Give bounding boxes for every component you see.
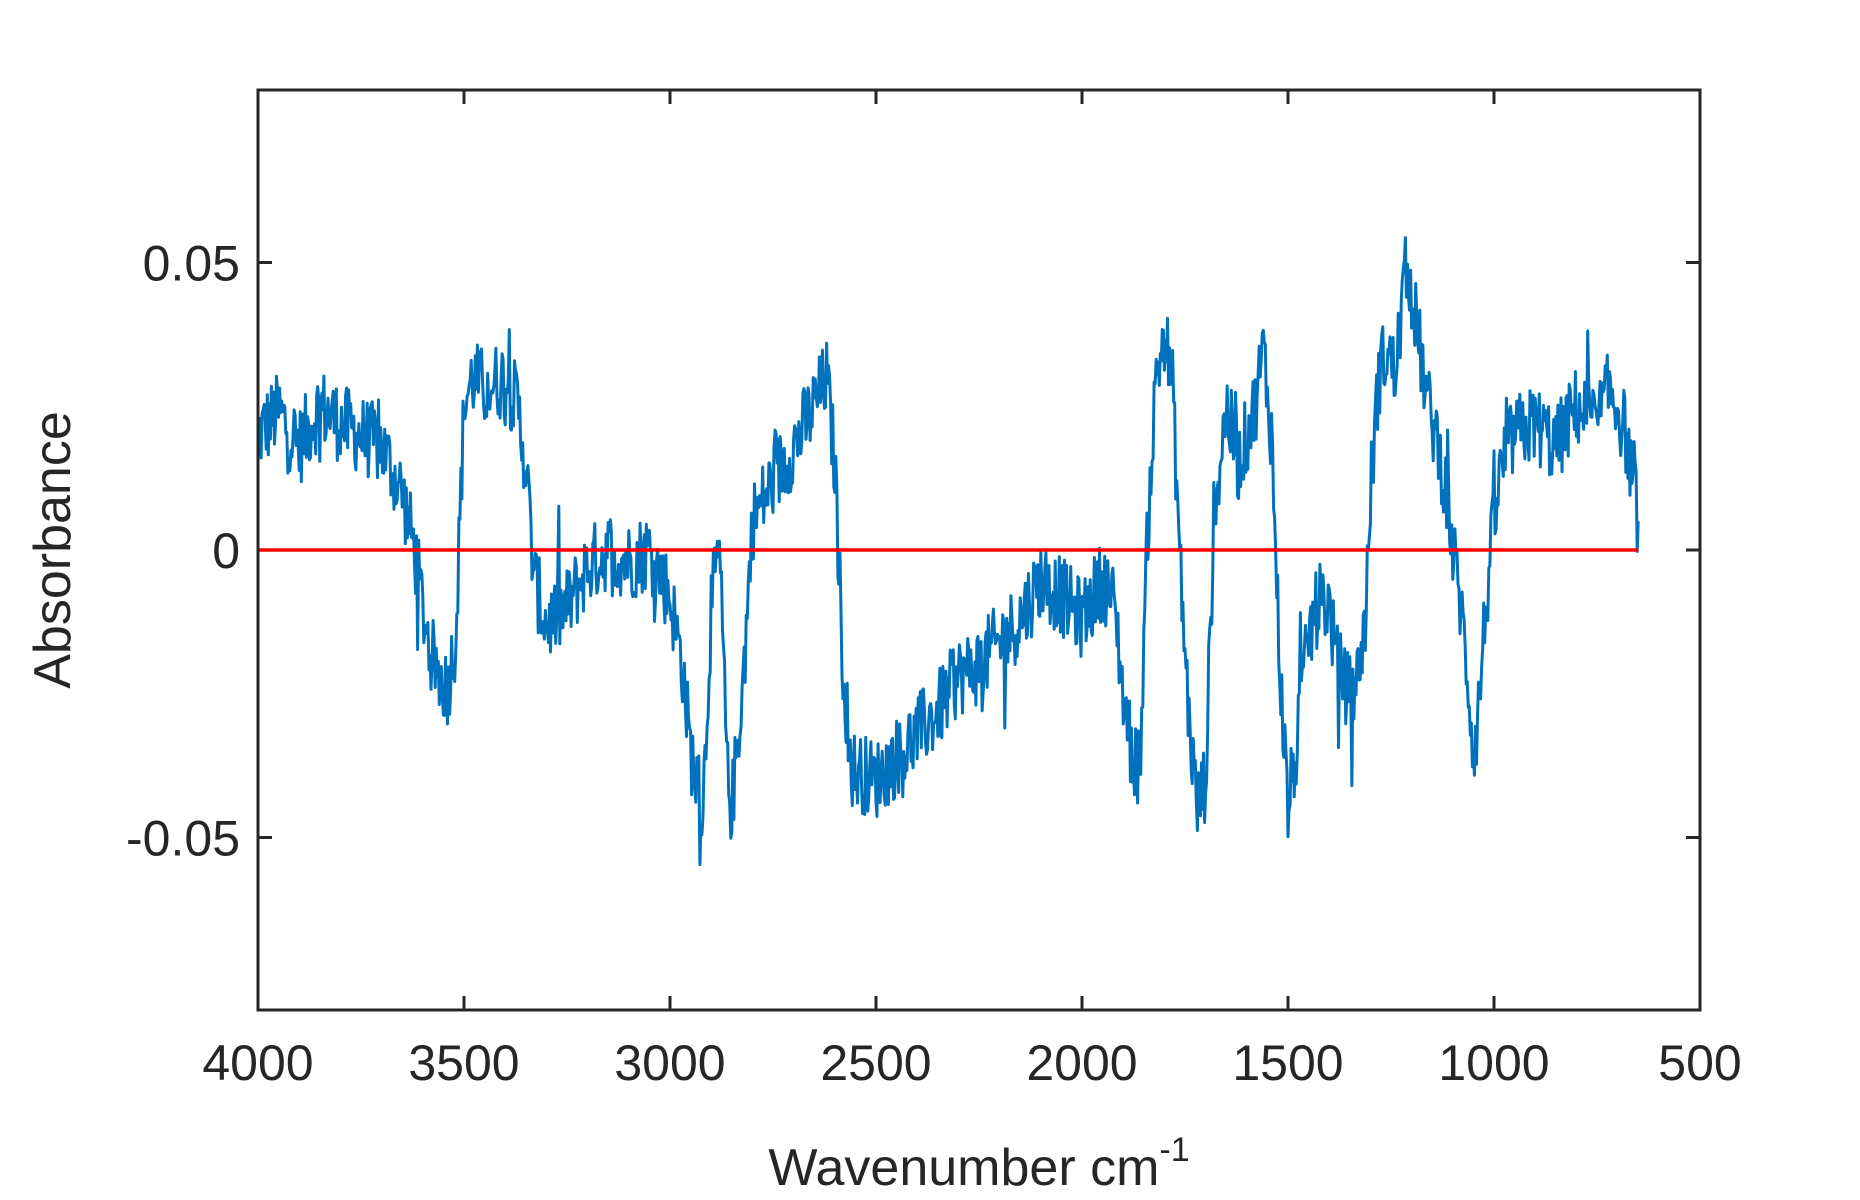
x-axis-title-superscript: -1 bbox=[1159, 1131, 1189, 1169]
y-tick-label-0: 0 bbox=[212, 523, 240, 579]
x-tick-label-1000: 1000 bbox=[1438, 1035, 1549, 1091]
series-layer bbox=[257, 236, 1640, 867]
plot-frame bbox=[256, 88, 1702, 1012]
y-tick-label-0.05: 0.05 bbox=[143, 236, 240, 292]
x-axis-title-text: Wavenumber cm bbox=[768, 1139, 1159, 1197]
series-spectrum-line bbox=[257, 236, 1640, 867]
x-tick-label-3000: 3000 bbox=[614, 1035, 725, 1091]
y-axis-title: Absorbance bbox=[24, 411, 82, 689]
x-tick-label-4000: 4000 bbox=[202, 1035, 313, 1091]
x-tick-label-2000: 2000 bbox=[1026, 1035, 1137, 1091]
y-tick-label--0.05: -0.05 bbox=[126, 811, 240, 867]
x-tick-label-500: 500 bbox=[1658, 1035, 1741, 1091]
x-axis-title: Wavenumber cm-1 bbox=[768, 1131, 1189, 1197]
x-tick-label-1500: 1500 bbox=[1232, 1035, 1343, 1091]
y-axis-ticks: 0.05 0 -0.05 bbox=[126, 236, 1700, 867]
x-tick-label-3500: 3500 bbox=[408, 1035, 519, 1091]
x-axis-ticks: 4000 3500 3000 2500 2000 1500 1000 500 bbox=[202, 90, 1742, 1091]
x-tick-label-2500: 2500 bbox=[820, 1035, 931, 1091]
